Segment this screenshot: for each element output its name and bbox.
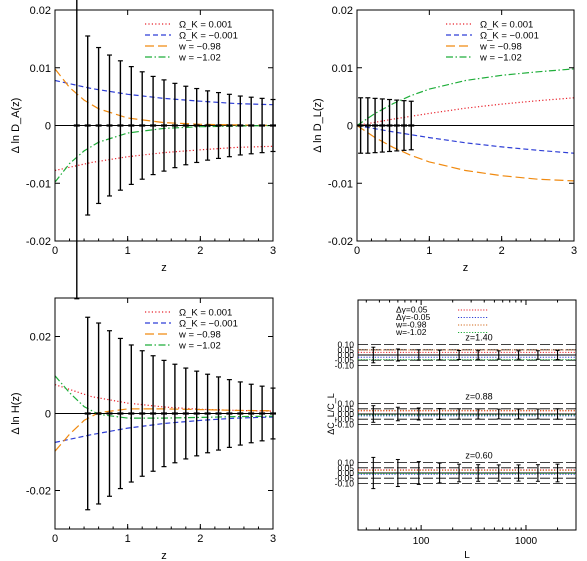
y-tick-label-1-1: -0.01 bbox=[328, 178, 353, 190]
x-tick-label-0-1: 1 bbox=[125, 245, 131, 257]
y-tick-label-3-1-2: 0.00 bbox=[337, 409, 354, 419]
legend-label-2-2: w = −0.98 bbox=[178, 330, 221, 341]
series-line-0-3 bbox=[55, 124, 273, 183]
series-line-1-2 bbox=[357, 125, 574, 182]
x-tick-label-0-0: 0 bbox=[52, 245, 58, 257]
x-axis-label-3: L bbox=[464, 550, 470, 561]
series-line-1-1 bbox=[357, 124, 574, 154]
y-tick-label-0-4: 0.02 bbox=[30, 5, 51, 17]
x-axis-label-0: z bbox=[161, 262, 167, 274]
y-tick-label-0-1: -0.01 bbox=[26, 178, 51, 190]
subpanel-label-0: z=1.40 bbox=[465, 333, 492, 343]
y-tick-label-1-2: 0 bbox=[347, 121, 353, 133]
x-tick-label-2-2: 2 bbox=[197, 533, 203, 545]
x-tick-label-0-2: 2 bbox=[197, 245, 203, 257]
series-group-1 bbox=[357, 68, 574, 182]
y-axis-label-1: Δ ln D_L(z) bbox=[312, 98, 324, 152]
y-tick-label-3-2-4: -0.10 bbox=[335, 478, 355, 488]
y-tick-label-3-0-2: 0.00 bbox=[337, 350, 354, 360]
legend-label-2-3: w = −1.02 bbox=[178, 341, 221, 352]
x-tick-label-2-0: 0 bbox=[52, 533, 58, 545]
y-tick-label-1-0: -0.02 bbox=[328, 236, 353, 248]
series-line-2-2 bbox=[55, 408, 273, 452]
series-line-1-3 bbox=[357, 68, 574, 126]
x-tick-label-1-0: 0 bbox=[354, 245, 360, 257]
legend-label-2-0: Ω_K = 0.001 bbox=[179, 308, 232, 319]
y-tick-label-3-1-0: 0.10 bbox=[337, 399, 354, 409]
series-line-0-2 bbox=[55, 68, 273, 127]
y-axis-label-0: Δ ln D_A(z) bbox=[10, 98, 22, 154]
y-tick-label-2-1: 0 bbox=[45, 409, 51, 421]
y-axis-label-3: ΔC_L/C_L bbox=[326, 393, 336, 435]
legend-label-3-1: Δγ=-0.05 bbox=[396, 312, 431, 322]
subpanel-label-1: z=0.88 bbox=[465, 392, 492, 402]
y-tick-label-3-2-3: -0.05 bbox=[335, 473, 355, 483]
y-tick-label-3-2-1: 0.05 bbox=[337, 463, 354, 473]
y-tick-label-0-0: -0.02 bbox=[26, 236, 51, 248]
y-tick-label-1-4: 0.02 bbox=[332, 5, 353, 17]
y-tick-label-1-3: 0.01 bbox=[332, 63, 353, 75]
y-tick-label-0-3: 0.01 bbox=[30, 63, 51, 75]
y-axis-label-2: Δ ln H(z) bbox=[10, 392, 22, 434]
y-tick-label-2-0: -0.02 bbox=[26, 486, 51, 498]
x-tick-label-1-3: 3 bbox=[571, 245, 577, 257]
x-tick-label-2-3: 3 bbox=[270, 533, 276, 545]
legend-label-3-0: Δγ=0.05 bbox=[396, 305, 428, 315]
y-tick-label-3-0-0: 0.10 bbox=[337, 340, 354, 350]
legend-label-3-3: w=-1.02 bbox=[395, 327, 427, 337]
x-tick-label-3-1: 1000 bbox=[515, 536, 538, 547]
y-tick-label-2-2: 0.02 bbox=[30, 332, 51, 344]
legend-label-2-1: Ω_K = −0.001 bbox=[179, 319, 238, 330]
legend-label-1-3: w = −1.02 bbox=[479, 53, 522, 64]
y-tick-label-3-1-4: -0.10 bbox=[335, 419, 355, 429]
x-axis-label-1: z bbox=[463, 262, 469, 274]
legend-label-0-0: Ω_K = 0.001 bbox=[179, 20, 232, 31]
y-tick-label-3-1-3: -0.05 bbox=[335, 414, 355, 424]
y-tick-label-3-2-2: 0.00 bbox=[337, 468, 354, 478]
legend-label-0-3: w = −1.02 bbox=[178, 53, 221, 64]
y-tick-label-3-2-0: 0.10 bbox=[337, 458, 354, 468]
x-tick-label-0-3: 3 bbox=[270, 245, 276, 257]
series-group-0 bbox=[55, 68, 273, 183]
legend-label-1-2: w = −0.98 bbox=[479, 42, 522, 53]
x-axis-label-2: z bbox=[161, 550, 167, 561]
y-tick-label-3-0-1: 0.05 bbox=[337, 345, 354, 355]
series-line-1-0 bbox=[357, 97, 574, 127]
legend-label-1-0: Ω_K = 0.001 bbox=[480, 20, 533, 31]
x-tick-label-3-0: 100 bbox=[413, 536, 430, 547]
subpanel-label-2: z=0.60 bbox=[465, 451, 492, 461]
legend-label-3-2: w=-0.98 bbox=[395, 320, 427, 330]
y-tick-label-3-0-3: -0.05 bbox=[335, 355, 355, 365]
series-line-2-3 bbox=[55, 375, 273, 419]
y-tick-label-3-1-1: 0.05 bbox=[337, 404, 354, 414]
y-tick-label-0-2: 0 bbox=[45, 121, 51, 133]
x-tick-label-2-1: 1 bbox=[125, 533, 131, 545]
series-group-2 bbox=[55, 375, 273, 452]
y-tick-label-3-0-4: -0.10 bbox=[335, 360, 355, 370]
x-tick-label-1-1: 1 bbox=[426, 245, 432, 257]
legend-label-0-1: Ω_K = −0.001 bbox=[179, 31, 238, 42]
legend-label-1-1: Ω_K = −0.001 bbox=[480, 31, 539, 42]
legend-label-0-2: w = −0.98 bbox=[178, 42, 221, 53]
x-tick-label-1-2: 2 bbox=[499, 245, 505, 257]
